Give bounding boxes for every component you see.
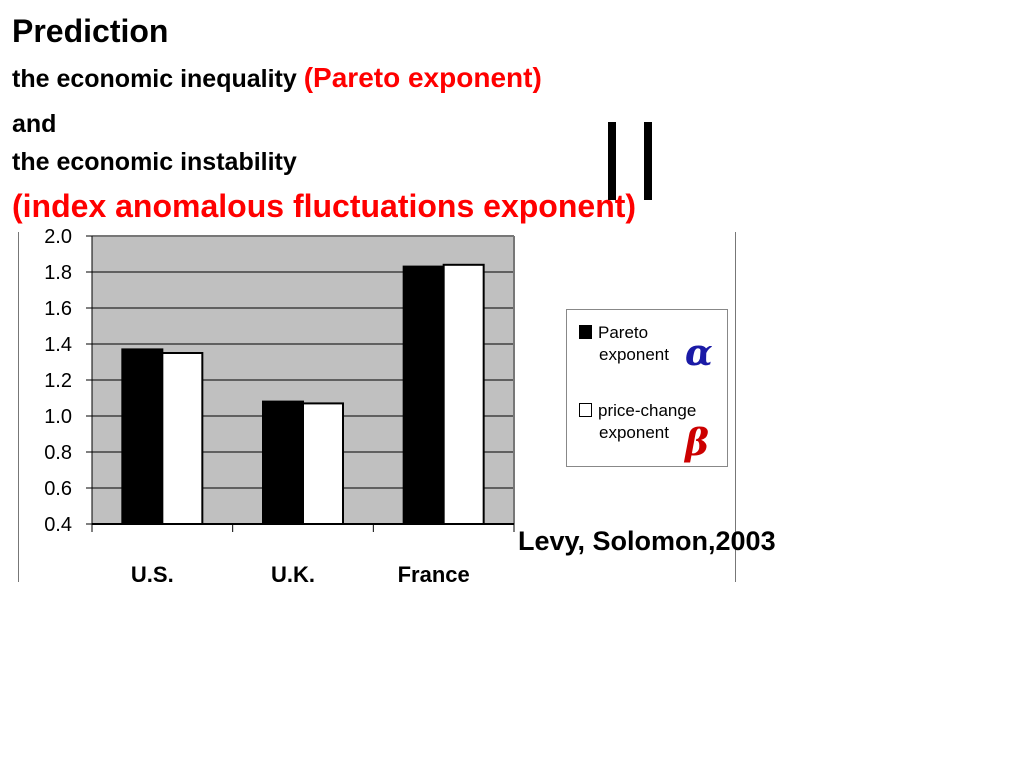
chart-legend: Pareto exponent α price-change exponent … — [566, 309, 728, 467]
legend-label-price-change-1: price-change — [598, 401, 697, 420]
bar-pareto-us — [121, 348, 164, 525]
y-tick-label: 0.6 — [44, 478, 72, 500]
legend-label-pareto-1: Pareto — [598, 323, 649, 342]
subtitle-line-2: and — [12, 110, 57, 138]
legend-swatch-pareto — [579, 325, 592, 339]
subtitle-pareto-highlight: (Pareto exponent) — [303, 62, 542, 93]
x-tick-label: U.S. — [131, 562, 174, 587]
y-tick-label: 0.8 — [44, 442, 72, 464]
bar-price-change-uk — [302, 402, 344, 525]
y-tick-label: 1.2 — [44, 370, 72, 392]
alpha-symbol: α — [685, 332, 713, 374]
citation: Levy, Solomon,2003 — [518, 526, 776, 556]
legend-label-price-change-2: exponent — [599, 423, 669, 442]
bar-price-change-us — [161, 352, 204, 525]
y-tick-label: 0.4 — [44, 514, 72, 536]
subtitle-line-1: the economic inequality (Pareto exponent… — [12, 62, 542, 95]
x-tick-label: U.K. — [271, 562, 315, 587]
y-tick-label: 2.0 — [44, 226, 72, 248]
chart-frame-left — [18, 232, 19, 582]
x-tick-label: France — [398, 562, 470, 587]
y-tick-label: 1.6 — [44, 298, 72, 320]
subtitle-anomalous-highlight: (index anomalous fluctuations exponent) — [12, 188, 637, 224]
beta-symbol: β — [685, 422, 709, 464]
legend-item-price-change: price-change exponent — [579, 400, 696, 444]
subtitle-line-3: the economic instability — [12, 148, 297, 176]
bar-price-change-france — [442, 263, 485, 525]
legend-label-pareto-2: exponent — [599, 345, 669, 364]
y-tick-label: 1.0 — [44, 406, 72, 428]
bar-pareto-uk — [262, 400, 304, 526]
subtitle-inequality-text: the economic inequality — [12, 65, 304, 93]
y-tick-label: 1.8 — [44, 262, 72, 284]
equality-symbol — [608, 122, 656, 200]
legend-item-pareto: Pareto exponent — [579, 322, 669, 366]
page-title: Prediction — [12, 13, 169, 49]
bar-pareto-france — [402, 265, 445, 525]
chart-frame-right — [735, 232, 736, 582]
y-tick-label: 1.4 — [44, 334, 72, 356]
legend-swatch-price-change — [579, 403, 592, 417]
